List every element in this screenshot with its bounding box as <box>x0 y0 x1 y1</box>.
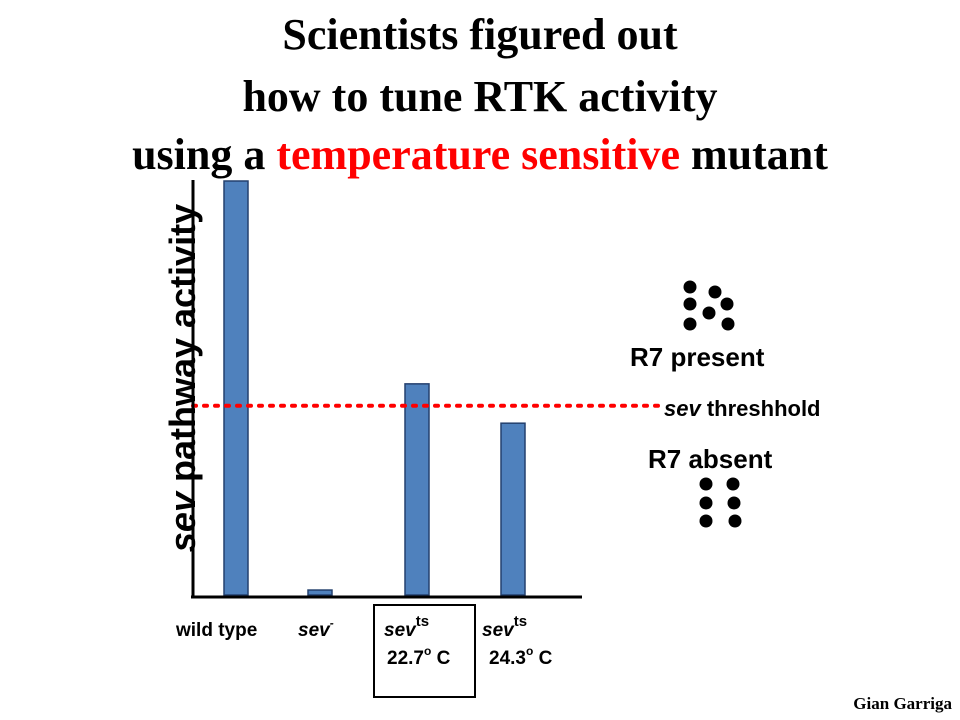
x-label-sevts-1-sup: ts <box>415 613 430 630</box>
x-label-wild-type: wild type <box>176 620 258 641</box>
x-label-sev-minus: sev- <box>298 616 334 643</box>
absent-dot <box>727 496 741 510</box>
title-line-3-after: mutant <box>680 130 828 179</box>
bar-2 <box>307 589 333 596</box>
r7-present-label: R7 present <box>630 342 765 372</box>
y-axis-label-rest: pathway activity <box>162 203 203 493</box>
bar-1 <box>223 180 249 596</box>
x-label-temp-1: 22.7o C <box>387 644 451 671</box>
absent-dot <box>728 514 742 528</box>
bar-3 <box>404 383 430 596</box>
x-label-sevts-2: sevts <box>482 613 527 643</box>
temp-1-degree: o <box>423 644 432 658</box>
x-label-sevts-2-base: sev <box>482 620 514 641</box>
absent-dot <box>699 477 713 491</box>
x-label-sevts-1: sevts <box>384 613 429 643</box>
present-dot <box>708 285 722 299</box>
threshold-label-italic: sev <box>664 396 701 421</box>
temp-2-value: 24.3 <box>489 648 526 669</box>
highlight-box-22-7 <box>373 604 476 698</box>
title-line-3: using a temperature sensitive mutant <box>0 130 960 180</box>
x-label-sev-minus-base: sev <box>298 620 330 641</box>
r7-absent-dots <box>699 477 742 528</box>
temp-1-unit: C <box>431 648 451 669</box>
present-dot <box>720 297 734 311</box>
credit: Gian Garriga <box>853 694 952 713</box>
present-dot <box>683 297 697 311</box>
absent-dot <box>699 496 713 510</box>
r7-present-dots <box>683 280 735 331</box>
x-label-temp-2: 24.3o C <box>489 644 553 671</box>
present-dot <box>702 306 716 320</box>
bar-4 <box>500 422 526 596</box>
threshold-label-rest: threshhold <box>700 396 821 421</box>
bars-group <box>223 180 526 596</box>
x-label-sevts-2-sup: ts <box>513 613 528 630</box>
x-label-sev-minus-sup: - <box>329 616 334 630</box>
title-line-2: how to tune RTK activity <box>242 72 718 121</box>
present-dot <box>683 317 697 331</box>
temp-2-unit: C <box>533 648 553 669</box>
temp-1-value: 22.7 <box>387 648 424 669</box>
present-dot <box>683 280 697 294</box>
title-line-3-before: using a <box>132 130 277 179</box>
r7-absent-label: R7 absent <box>648 444 773 474</box>
absent-dot <box>699 514 713 528</box>
x-label-sevts-1-base: sev <box>384 620 416 641</box>
title-line-1: Scientists figured out <box>282 10 678 59</box>
present-dot <box>721 317 735 331</box>
title-highlight: temperature sensitive <box>276 130 681 179</box>
y-axis-label: sev pathway activity <box>162 203 203 553</box>
y-axis-label-italic: sev <box>162 492 203 553</box>
absent-dot <box>726 477 740 491</box>
threshold-label: sev threshhold <box>664 396 821 422</box>
temp-2-degree: o <box>525 644 534 658</box>
